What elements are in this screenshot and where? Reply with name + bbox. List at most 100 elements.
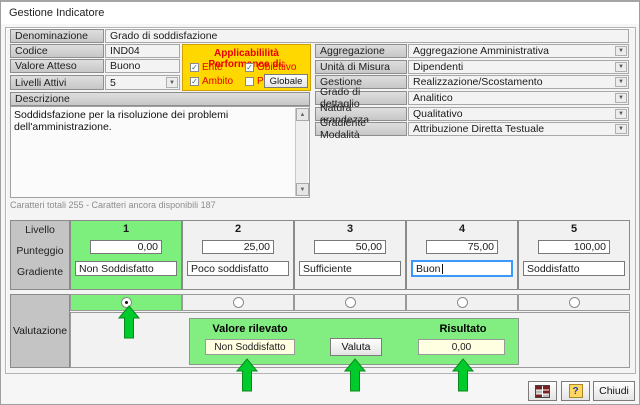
window-titlebar[interactable]: Gestione Indicatore <box>1 2 639 24</box>
descrizione-label: Descrizione <box>10 92 310 106</box>
punteggio-5-input[interactable]: 100,00 <box>538 240 610 254</box>
gradiente-row-label: Gradiente <box>16 266 64 278</box>
gradiente-3-input[interactable]: Sufficiente <box>299 261 401 276</box>
chevron-down-icon[interactable]: ▼ <box>615 93 627 103</box>
pointer-arrow-valore-icon <box>236 358 258 392</box>
valore-rilevato-input[interactable]: Non Soddisfatto <box>205 339 295 355</box>
punteggio-2-input[interactable]: 25,00 <box>202 240 274 254</box>
radio-cell-4 <box>406 294 518 311</box>
aggregazione-combo[interactable]: Aggregazione Amministrativa ▼ <box>408 44 629 58</box>
scroll-down-icon[interactable]: ▼ <box>296 183 309 196</box>
scroll-up-icon[interactable]: ▲ <box>296 108 309 121</box>
gestione-combo[interactable]: Realizzazione/Scostamento ▼ <box>408 75 629 89</box>
help-icon: ? <box>568 384 583 398</box>
denominazione-label: Denominazione <box>10 29 104 43</box>
valore-atteso-label: Valore Atteso <box>10 59 104 73</box>
valore-atteso-field[interactable]: Buono <box>105 59 180 73</box>
table-label-column <box>10 220 70 290</box>
help-button[interactable]: ? <box>561 381 590 401</box>
radio-cell-3 <box>294 294 406 311</box>
level-column-2 <box>182 220 294 290</box>
radio-cell-2 <box>182 294 294 311</box>
level-column-5 <box>518 220 630 290</box>
table-icon <box>535 384 550 398</box>
level-1-radio[interactable] <box>120 297 132 308</box>
chevron-down-icon[interactable]: ▼ <box>615 124 627 134</box>
checkbox-obiettivo[interactable]: ✓ Obiettivo <box>245 62 296 73</box>
chevron-down-icon[interactable]: ▼ <box>615 62 627 72</box>
gestione-label: Gestione <box>315 75 407 89</box>
punteggio-1-input[interactable]: 0,00 <box>90 240 162 254</box>
checkbox-icon[interactable] <box>245 77 254 86</box>
checkbox-icon[interactable]: ✓ <box>190 77 199 86</box>
natura-grandezza-value: Qualitativo <box>413 108 463 120</box>
level-4-number: 4 <box>458 223 466 235</box>
gradiente-4-input[interactable]: Buon <box>411 260 513 277</box>
valutazione-label: Valutazione <box>12 325 68 337</box>
gradiente-1-input[interactable]: Non Soddisfatto <box>75 261 177 276</box>
globale-button[interactable]: Globale <box>264 74 308 88</box>
livelli-attivi-label: Livelli Attivi <box>10 75 104 90</box>
level-2-radio[interactable] <box>232 297 244 308</box>
risultato-label: Risultato <box>439 323 487 335</box>
window-title: Gestione Indicatore <box>9 7 105 19</box>
checkbox-ambito-label: Ambito <box>202 76 234 87</box>
gradiente-modalita-combo[interactable]: Attribuzione Diretta Testuale ▼ <box>408 122 629 136</box>
level-4-radio[interactable] <box>456 297 468 308</box>
gradiente-modalita-label: Gradiente Modalità <box>315 117 407 141</box>
punteggio-4-input[interactable]: 75,00 <box>426 240 498 254</box>
char-counter: Caratteri totali 255 - Caratteri ancora … <box>10 200 216 210</box>
level-column-1 <box>70 220 182 290</box>
level-1-number: 1 <box>122 223 130 235</box>
unita-misura-value: Dipendenti <box>413 61 464 73</box>
level-5-number: 5 <box>570 223 578 235</box>
chevron-down-icon[interactable]: ▼ <box>615 46 627 56</box>
checkbox-ente[interactable]: ✓ Ente <box>190 62 223 73</box>
gestione-value: Realizzazione/Scostamento <box>413 76 543 88</box>
valore-rilevato-label: Valore rilevato <box>212 323 288 335</box>
valuta-button[interactable]: Valuta <box>330 338 382 356</box>
grado-dettaglio-combo[interactable]: Analitico ▼ <box>408 91 629 105</box>
codice-field[interactable]: IND04 <box>105 44 180 58</box>
unita-misura-combo[interactable]: Dipendenti ▼ <box>408 60 629 74</box>
level-2-number: 2 <box>234 223 242 235</box>
chevron-down-icon[interactable]: ▼ <box>615 109 627 119</box>
chevron-down-icon[interactable]: ▼ <box>615 77 627 87</box>
text-caret <box>441 263 443 274</box>
pointer-arrow-radio-icon <box>118 305 140 339</box>
gradiente-modalita-value: Attribuzione Diretta Testuale <box>413 123 545 135</box>
codice-label: Codice <box>10 44 104 58</box>
descrizione-text: Soddidsfazione per la risoluzione dei pr… <box>14 109 229 133</box>
chevron-down-icon[interactable]: ▼ <box>166 77 178 88</box>
gradiente-2-input[interactable]: Poco soddisfatto <box>187 261 289 276</box>
pointer-arrow-risultato-icon <box>452 358 474 392</box>
chiudi-button[interactable]: Chiudi <box>593 381 635 401</box>
gradiente-5-input[interactable]: Soddisfatto <box>523 261 625 276</box>
report-table-button[interactable] <box>528 381 557 401</box>
applicabilita-box: Applicabililità Performance di: ✓ Ente ✓… <box>182 44 311 91</box>
descrizione-textarea[interactable]: Soddidsfazione per la risoluzione dei pr… <box>10 106 310 198</box>
risultato-output: 0,00 <box>418 339 505 355</box>
radio-cell-5 <box>518 294 630 311</box>
aggregazione-value: Aggregazione Amministrativa <box>413 45 549 57</box>
valutazione-panel: Valore rilevato Non Soddisfatto Valuta R… <box>189 318 519 365</box>
level-3-radio[interactable] <box>344 297 356 308</box>
checkbox-icon[interactable]: ✓ <box>190 63 199 72</box>
gradiente-4-value: Buon <box>416 262 441 275</box>
natura-grandezza-combo[interactable]: Qualitativo ▼ <box>408 107 629 121</box>
descrizione-scrollbar[interactable]: ▲ ▼ <box>295 108 309 196</box>
unita-misura-label: Unità di Misura <box>315 60 407 74</box>
grado-dettaglio-value: Analitico <box>413 92 453 104</box>
checkbox-ambito[interactable]: ✓ Ambito <box>190 76 233 87</box>
level-column-4 <box>406 220 518 290</box>
punteggio-row-label: Punteggio <box>16 245 64 257</box>
punteggio-3-input[interactable]: 50,00 <box>314 240 386 254</box>
livelli-attivi-combo[interactable]: 5 ▼ <box>105 75 180 90</box>
level-5-radio[interactable] <box>568 297 580 308</box>
pointer-arrow-valuta-icon <box>344 358 366 392</box>
livelli-attivi-value: 5 <box>110 76 116 89</box>
denominazione-field[interactable]: Grado di soddisfazione <box>105 29 629 43</box>
checkbox-icon[interactable]: ✓ <box>245 63 254 72</box>
livello-row-label: Livello <box>25 224 55 236</box>
